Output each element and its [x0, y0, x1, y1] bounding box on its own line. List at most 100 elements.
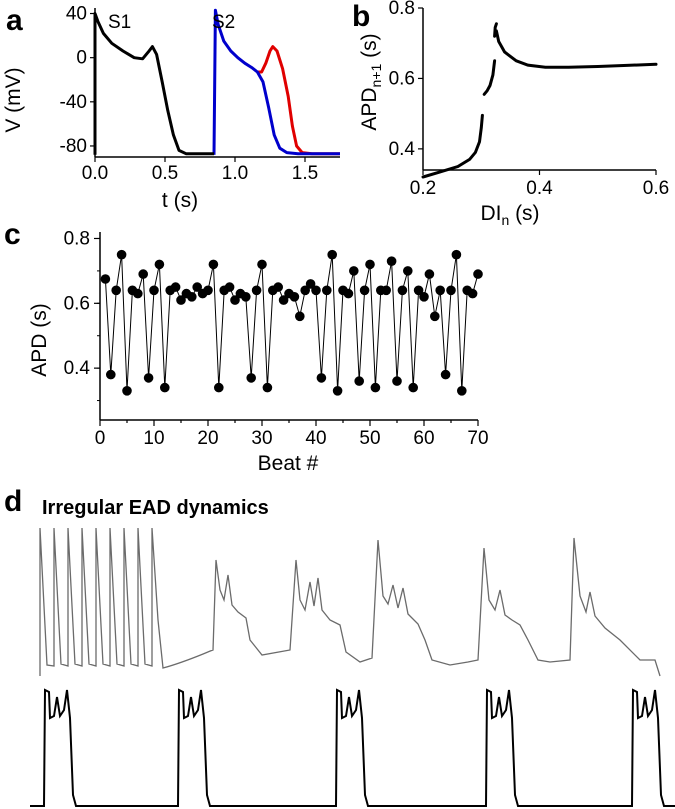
panel-c-point [446, 285, 456, 296]
panel-a-series-2 [257, 45, 340, 156]
panel-c-point [230, 295, 240, 305]
panel-c-point [316, 373, 327, 383]
panel-c-point [305, 279, 316, 289]
panel-a-ylabel: V (mV) [2, 67, 25, 132]
panel-a-plot-area: 40 0 -40 -80 0.0 0.5 1.0 1.5 [60, 4, 340, 184]
panel-c-point [116, 249, 127, 260]
panel-c-xtick-label: 60 [413, 428, 434, 449]
panel-c-point [413, 285, 424, 296]
panel-c-ylabel: APD (s) [28, 303, 51, 377]
panel-c-xtick-label: 30 [251, 428, 272, 449]
panel-b-ylabel: APDn+1 (s) [358, 33, 384, 130]
panel-c-point [257, 259, 267, 270]
panel-c-ytick-label: 0.4 [64, 358, 91, 379]
panel-c-point [386, 256, 397, 267]
panel-c-point [208, 259, 219, 270]
panel-b-segment-0 [421, 113, 484, 179]
recording-trace-top [39, 527, 661, 677]
panel-c-point [203, 285, 213, 296]
panel-c-point [424, 269, 435, 279]
panel-c-point [262, 382, 273, 393]
panel-c-xtick-label: 20 [197, 428, 218, 449]
panel-c-point [392, 376, 402, 386]
panel-c-point [370, 382, 381, 393]
panel-b-xlabel: DIn (s) [480, 202, 539, 228]
panel-c-point [473, 269, 483, 279]
panel-a: a 400-40-800.0 0.5 1.0 1.5 V (mV) t (s) S1 … [2, 4, 340, 212]
panel-c-point [160, 382, 170, 393]
panel-c-point [295, 311, 305, 322]
panel-c-point [403, 266, 413, 276]
panel-c-point [327, 249, 338, 260]
panel-c-point [149, 285, 159, 296]
simulated-trace-bottom [30, 688, 675, 807]
panel-b-plot-area: 0.8 0.6 0.4 0.2 0.4 0.6 [389, 0, 670, 199]
panel-c-point [170, 282, 181, 292]
panel-c-point [430, 311, 440, 322]
panel-a-ytick-label: 0 [76, 48, 87, 69]
panel-a-ytick-label: -40 [60, 92, 87, 113]
panel-c-point [192, 282, 202, 292]
panel-b-segment-2 [493, 22, 498, 38]
annotation-s2: S2 [212, 12, 235, 33]
panel-c-point [349, 266, 359, 276]
panel-a-xtick-label: 0.5 [152, 163, 178, 184]
panel-c-point [381, 285, 392, 296]
panel-c-point [251, 285, 262, 296]
panel-c-point [138, 269, 148, 279]
panel-b-ytick-label: 0.6 [389, 68, 415, 89]
panel-c-point [100, 274, 111, 284]
panel-c-point [354, 376, 365, 386]
panel-c-xtick-label: 10 [143, 428, 164, 449]
panel-c-xtick-label: 70 [467, 428, 488, 449]
panel-a-ytick-label: -80 [60, 136, 87, 157]
panel-c: c 0.8 0.6 0.4 0 10 20 30 40 50 60 70 APD (s) Beat … [4, 218, 489, 475]
panel-c-point [176, 295, 186, 305]
panel-c-point [133, 288, 143, 299]
panel-c-point [154, 259, 165, 270]
panel-c-point [111, 285, 121, 296]
panel-c-xtick-label: 0 [95, 428, 106, 449]
panel-c-point [241, 292, 251, 302]
panel-c-point [408, 382, 419, 393]
panel-b-ytick-label: 0.4 [389, 139, 416, 160]
panel-c-ytick-label: 0.8 [64, 228, 90, 249]
panel-c-point [467, 288, 478, 299]
panel-b: b 0.8 0.6 0.4 0.2 0.4 0.6 APDn+1 (s) DIn (s) [352, 0, 669, 228]
panel-c-plot-area: 0.8 0.6 0.4 0 10 20 30 40 50 60 70 [64, 228, 489, 449]
panel-letter-c: c [4, 218, 21, 251]
panel-c-point [246, 373, 256, 383]
panel-c-point [214, 382, 224, 393]
panel-c-point [397, 285, 408, 296]
panel-c-point [187, 292, 197, 302]
panel-a-xlabel: t (s) [162, 189, 198, 212]
panel-c-point [224, 282, 235, 292]
panel-b-segment-3 [494, 29, 658, 69]
panel-c-point [311, 285, 321, 296]
panel-b-ytick-label: 0.8 [389, 0, 415, 19]
panel-c-point [332, 386, 343, 396]
panel-a-xtick-label: 0.0 [82, 163, 108, 184]
panel-c-connector-line [104, 254, 479, 391]
panel-c-point [457, 386, 467, 396]
panel-c-xlabel: Beat # [258, 452, 319, 475]
panel-a-xtick-label: 1.0 [222, 163, 248, 184]
panel-c-point [343, 288, 354, 299]
panel-c-point [451, 249, 462, 260]
panel-c-point [365, 259, 375, 270]
panel-c-point [273, 282, 284, 292]
panel-c-ytick-label: 0.6 [64, 293, 90, 314]
panel-c-point [359, 285, 370, 296]
panel-a-series-1 [212, 8, 340, 156]
panel-a-ytick-label: 40 [66, 4, 87, 25]
panel-d: d Irregular EAD dynamics [4, 485, 675, 807]
panel-c-point [278, 295, 289, 305]
panel-c-point [289, 292, 300, 302]
panel-c-point [106, 369, 116, 380]
panel-c-point [440, 369, 451, 380]
panel-c-point [143, 373, 154, 383]
panel-c-point [122, 386, 132, 396]
panel-b-xtick-label: 0.2 [410, 178, 436, 199]
panel-c-point [300, 285, 311, 296]
